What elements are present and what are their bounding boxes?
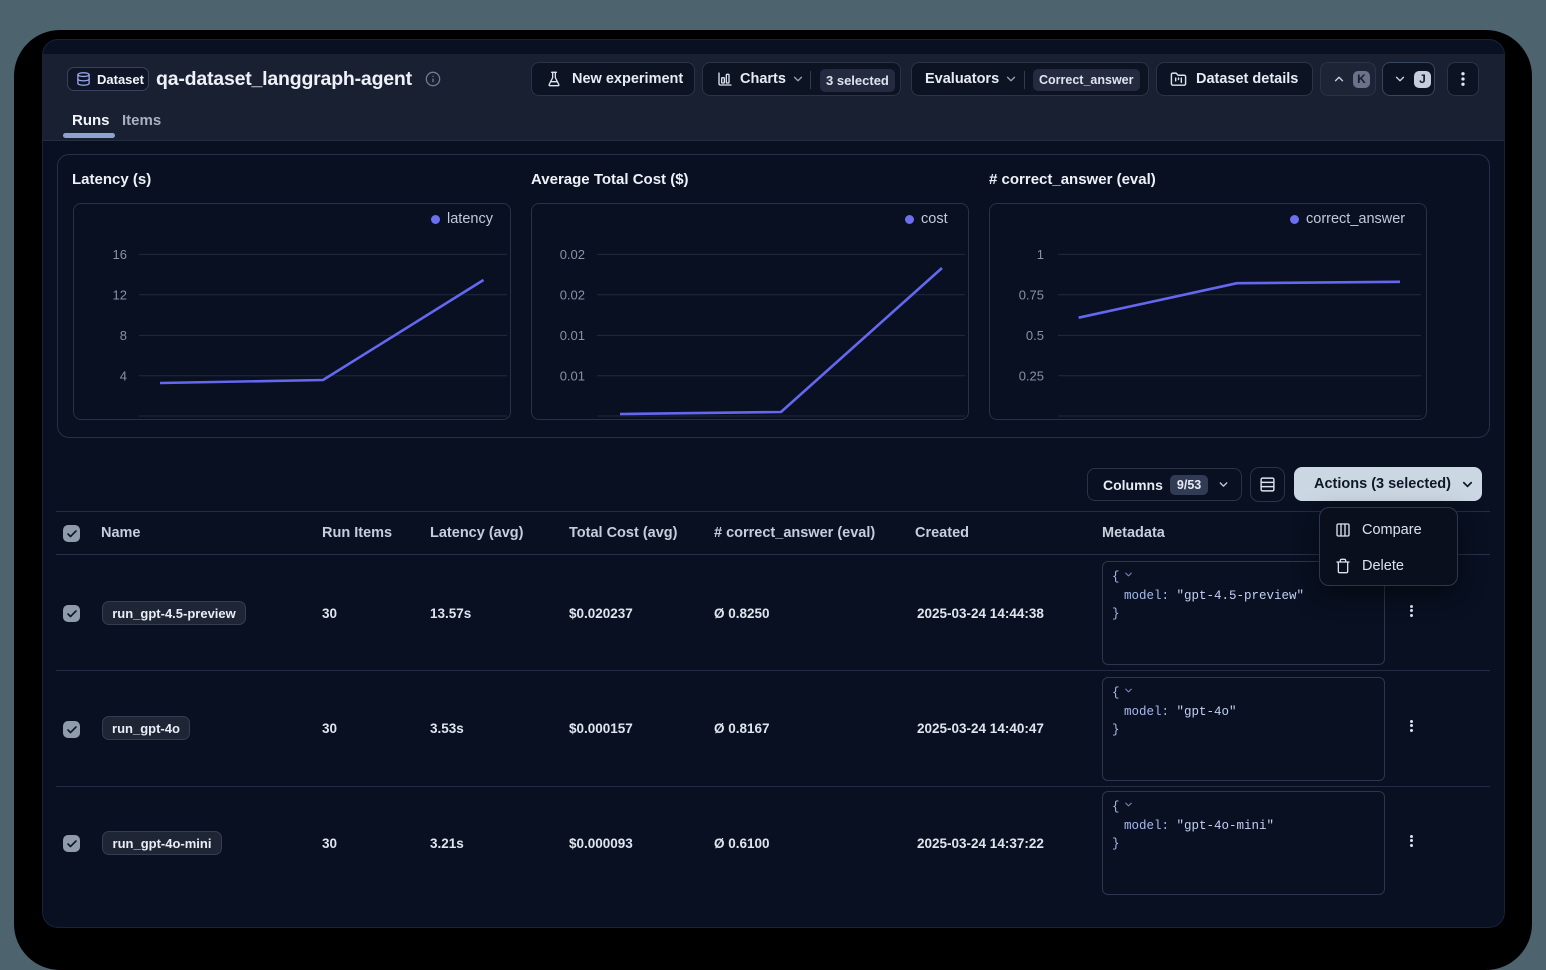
svg-text:0.02: 0.02 [560,247,585,262]
svg-text:0.01: 0.01 [560,328,585,343]
svg-text:0.5: 0.5 [1026,328,1044,343]
svg-text:0.25: 0.25 [1019,368,1044,383]
svg-text:0.02: 0.02 [560,287,585,302]
svg-text:12: 12 [113,287,127,302]
svg-text:4: 4 [120,368,127,383]
svg-text:0.75: 0.75 [1019,287,1044,302]
svg-text:8: 8 [120,328,127,343]
svg-text:1: 1 [1037,247,1044,262]
svg-text:0.01: 0.01 [560,368,585,383]
svg-text:16: 16 [113,247,127,262]
